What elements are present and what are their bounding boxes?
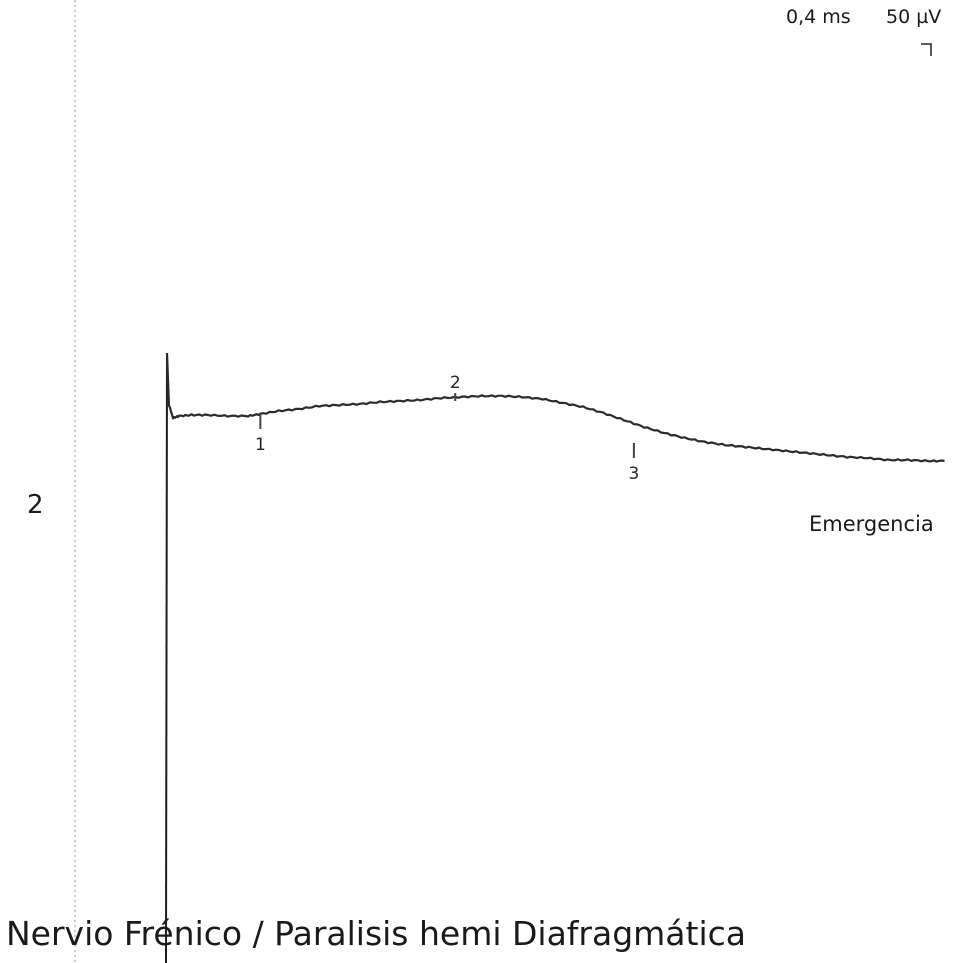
marker-1-label: 1 — [255, 435, 266, 455]
marker-2-label: 2 — [450, 373, 461, 393]
waveform-trace — [165, 352, 945, 463]
amplitude-scale-label: 50 µV — [886, 6, 942, 28]
stimulus-artifact — [165, 352, 168, 956]
trace-annotation: Emergencia — [809, 512, 934, 536]
latency-markers: 1 2 3 — [255, 373, 639, 484]
channel-label: 2 — [27, 490, 44, 520]
time-scale-label: 0,4 ms — [786, 6, 851, 28]
marker-3-label: 3 — [628, 464, 639, 484]
chart-title: Nervio Frénico / Paralisis hemi Diafragm… — [6, 914, 747, 953]
scale-bar-icon — [921, 43, 932, 56]
